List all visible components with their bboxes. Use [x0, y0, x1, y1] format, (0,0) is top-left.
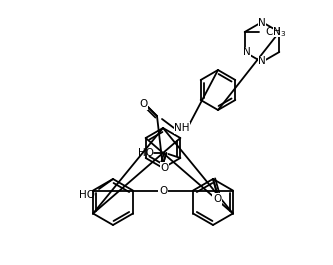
- Text: O: O: [160, 163, 168, 173]
- Text: O: O: [139, 99, 147, 109]
- Text: O: O: [213, 194, 221, 204]
- Text: N: N: [258, 18, 266, 28]
- Text: HO: HO: [79, 190, 95, 200]
- Text: NH: NH: [174, 123, 190, 133]
- Text: N: N: [258, 56, 266, 66]
- Text: N: N: [243, 47, 250, 57]
- Text: CH$_3$: CH$_3$: [265, 25, 286, 39]
- Text: N: N: [273, 27, 281, 37]
- Text: HO: HO: [138, 148, 154, 158]
- Text: O: O: [159, 186, 167, 196]
